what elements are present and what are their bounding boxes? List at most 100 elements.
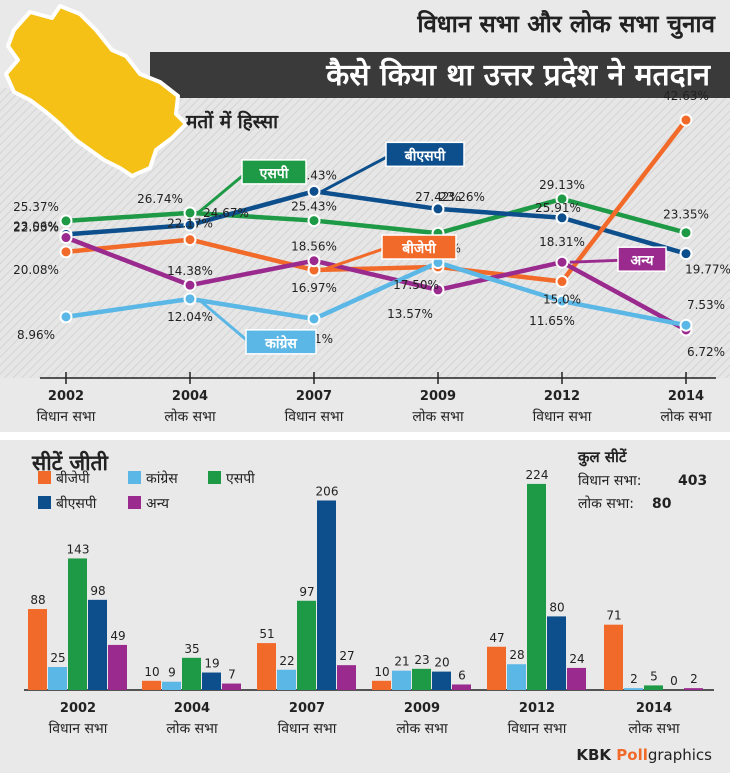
data-point-congress [59, 310, 73, 324]
header-title: कैसे किया था उत्तर प्रदेश ने मतदान [325, 57, 711, 93]
bar-value-label-bjp: 88 [30, 593, 45, 607]
series-line-others [65, 235, 688, 332]
bar-category-election: लोक सभा [628, 720, 680, 737]
value-label-sp: 29.13% [539, 178, 585, 192]
bar-others [108, 644, 127, 690]
credit-part-3: graphics [648, 746, 712, 764]
series-line-bjp [65, 118, 688, 284]
bar-congress [162, 681, 181, 690]
bar-others [452, 684, 471, 690]
bar-others [567, 667, 586, 690]
data-point-others [431, 283, 445, 297]
data-point-bjp [555, 275, 569, 289]
bar-bjp [372, 680, 391, 690]
series-tag-pointer-others [569, 258, 623, 264]
bar-bsp [432, 671, 451, 690]
value-label-sp: 23.26% [439, 190, 485, 204]
loksabha-seats-label: लोक सभा: [578, 495, 634, 512]
bar-value-label-congress: 9 [168, 666, 176, 680]
bar-congress [48, 667, 67, 690]
x-tick-label-election: विधान सभा [285, 408, 344, 425]
data-point-bsp [431, 202, 445, 216]
bar-category-year: 2002 [60, 701, 96, 716]
bar-category-election: लोक सभा [396, 720, 448, 737]
credit-label: KBK Pollgraphics [576, 746, 712, 764]
bar-value-label-congress: 21 [394, 655, 409, 669]
value-label-others: 18.56% [291, 240, 337, 254]
data-point-bjp [59, 245, 73, 259]
legend-swatch-bjp [38, 471, 51, 484]
series-tag-label-bsp: बीएसपी [404, 147, 447, 164]
series-tag-label-others: अन्य [631, 253, 655, 269]
bar-value-label-others: 27 [339, 649, 354, 663]
x-tick-label-year: 2009 [420, 389, 456, 404]
bar-bsp [317, 500, 336, 690]
x-tick-label-election: विधान सभा [37, 408, 96, 425]
series-tag-congress [245, 329, 317, 355]
bar-value-label-bsp: 206 [316, 484, 339, 498]
bar-value-label-bsp: 19 [204, 657, 219, 671]
loksabha-seats-value: 80 [652, 496, 672, 512]
value-label-sp: 25.43% [291, 200, 337, 214]
credit-part-1: KBK [576, 746, 616, 764]
series-tag-label-sp: एसपी [259, 165, 290, 182]
value-label-bjp: 17.50% [393, 278, 439, 292]
bar-bjp [28, 609, 47, 690]
bar-value-label-bsp: 80 [549, 600, 564, 614]
data-point-congress [555, 294, 569, 308]
legend-label-sp: एसपी [226, 470, 255, 487]
bar-category-election: विधान सभा [278, 720, 337, 737]
value-label-others: 22.53% [13, 221, 59, 235]
bar-congress [277, 669, 296, 690]
bar-value-label-bjp: 10 [144, 665, 159, 679]
legend-label-bjp: बीजेपी [56, 470, 90, 487]
value-label-bsp: 23.06% [13, 219, 59, 233]
legend-swatch-sp [208, 471, 221, 484]
bar-category-year: 2007 [289, 701, 325, 716]
bar-value-label-congress: 28 [509, 648, 524, 662]
value-label-sp: 25.37% [13, 200, 59, 214]
assembly-seats-value: 403 [678, 473, 707, 489]
data-point-others [307, 254, 321, 268]
value-label-others: 14.38% [167, 264, 213, 278]
bar-others [222, 683, 241, 690]
series-line-sp [65, 196, 687, 236]
x-tick-label-election: लोक सभा [412, 408, 464, 425]
bar-value-label-sp: 23 [414, 653, 429, 667]
series-line-congress [65, 260, 687, 328]
x-tick-label-year: 2012 [544, 389, 580, 404]
data-point-sp [59, 214, 73, 228]
bar-bsp [202, 672, 221, 690]
total-seats-box: कुल सीटें विधान सभा: 403 लोक सभा: 80 [577, 448, 707, 512]
series-tag-pointer-bsp [321, 154, 391, 193]
bar-category-year: 2004 [174, 701, 210, 716]
bar-sp [297, 600, 316, 690]
bar-value-label-congress: 2 [630, 672, 638, 686]
bar-sp [527, 483, 546, 690]
bar-bsp [547, 616, 566, 690]
value-label-bjp: 15.0% [543, 293, 581, 307]
data-point-bsp [307, 184, 321, 198]
bar-value-label-sp: 143 [67, 542, 90, 556]
data-point-bsp [679, 247, 693, 261]
data-point-sp [679, 226, 693, 240]
value-label-bjp: 22.17% [167, 217, 213, 231]
data-point-others [183, 278, 197, 292]
bar-value-label-bjp: 47 [489, 631, 504, 645]
series-tag-sp [241, 159, 307, 185]
value-label-others: 18.31% [539, 235, 585, 249]
data-point-congress [307, 312, 321, 326]
total-seats-title: कुल सीटें [577, 448, 628, 467]
bar-value-label-bsp: 20 [434, 656, 449, 670]
bar-value-label-others: 24 [569, 652, 584, 666]
vote-share-line-chart: 2002 विधान सभा 2004 लोक सभा 2007 विधान सभा 200… [13, 89, 730, 425]
x-tick-label-year: 2007 [296, 389, 332, 404]
series-line-bsp [65, 189, 687, 256]
data-point-others [555, 255, 569, 269]
bar-category-year: 2012 [519, 701, 555, 716]
header-title-band [150, 52, 730, 98]
legend-swatch-congress [128, 471, 141, 484]
data-point-congress [183, 292, 197, 306]
